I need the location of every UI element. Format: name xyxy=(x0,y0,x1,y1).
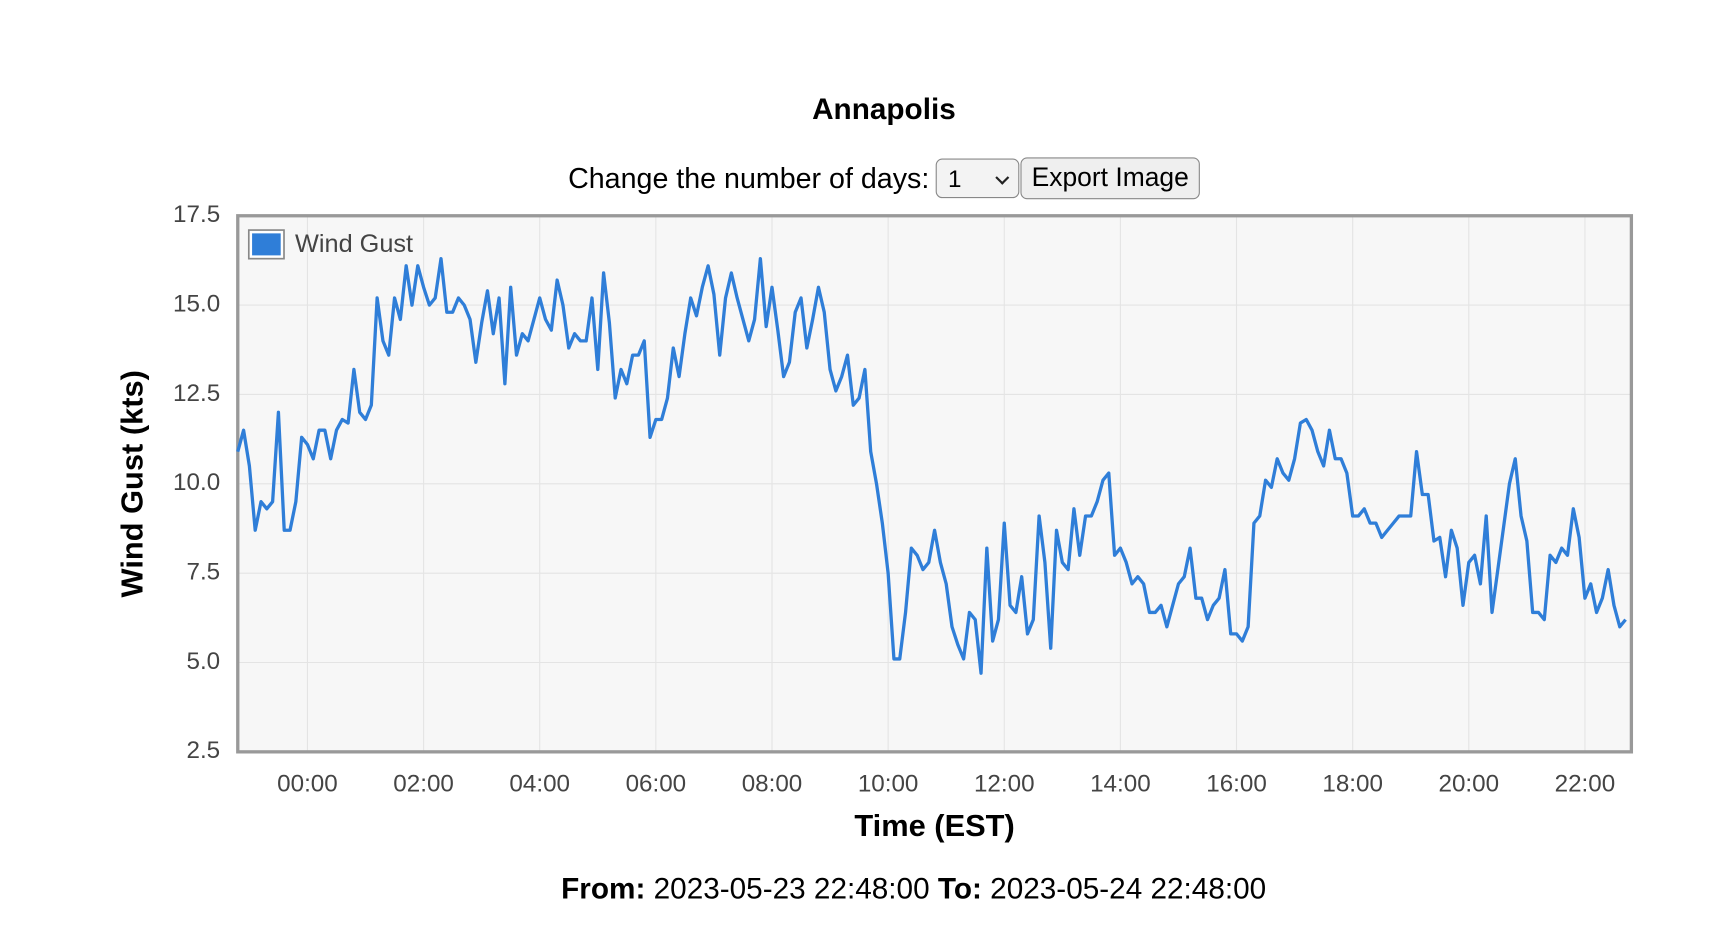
x-tick-label: 00:00 xyxy=(277,770,338,797)
x-tick-label: 14:00 xyxy=(1090,770,1151,797)
days-select[interactable]: 1 xyxy=(935,158,1020,199)
y-tick-label: 17.5 xyxy=(173,201,220,228)
plot-border xyxy=(236,214,1634,754)
x-tick-label: 12:00 xyxy=(974,770,1035,797)
y-tick-label: 7.5 xyxy=(187,559,221,586)
x-tick-label: 08:00 xyxy=(742,770,803,797)
to-value: 2023-05-24 22:48:00 xyxy=(990,871,1267,905)
x-tick-label: 10:00 xyxy=(858,770,919,797)
legend-label: Wind Gust xyxy=(295,230,413,258)
y-tick-label: 5.0 xyxy=(187,648,221,675)
x-tick-label: 16:00 xyxy=(1206,770,1267,797)
chart-title: Annapolis xyxy=(812,92,956,126)
y-axis-label: Wind Gust (kts) xyxy=(114,370,149,597)
y-tick-label: 2.5 xyxy=(187,737,221,764)
x-tick-label: 02:00 xyxy=(393,770,454,797)
x-tick-label: 20:00 xyxy=(1439,770,1500,797)
y-tick-label: 10.0 xyxy=(173,469,220,496)
from-label: From: xyxy=(561,871,646,905)
x-tick-label: 22:00 xyxy=(1555,770,1616,797)
x-tick-label: 04:00 xyxy=(509,770,570,797)
export-button[interactable]: Export Image xyxy=(1020,157,1200,200)
line-series xyxy=(236,256,1627,675)
controls: Change the number of days: 1 Export Imag… xyxy=(0,157,1726,200)
x-tick-label: 18:00 xyxy=(1322,770,1383,797)
legend-swatch xyxy=(249,231,283,258)
y-tick-label: 12.5 xyxy=(173,380,220,407)
date-range: From: 2023-05-23 22:48:00 To: 2023-05-24… xyxy=(0,872,1726,906)
legend-swatch-border xyxy=(247,229,285,260)
from-value: 2023-05-23 22:48:00 xyxy=(653,871,930,905)
x-tick-label: 06:00 xyxy=(626,770,687,797)
to-label: To: xyxy=(937,871,982,905)
x-axis-label: Time (EST) xyxy=(854,808,1014,843)
y-tick-label: 15.0 xyxy=(173,290,220,317)
days-label: Change the number of days: xyxy=(568,161,930,195)
